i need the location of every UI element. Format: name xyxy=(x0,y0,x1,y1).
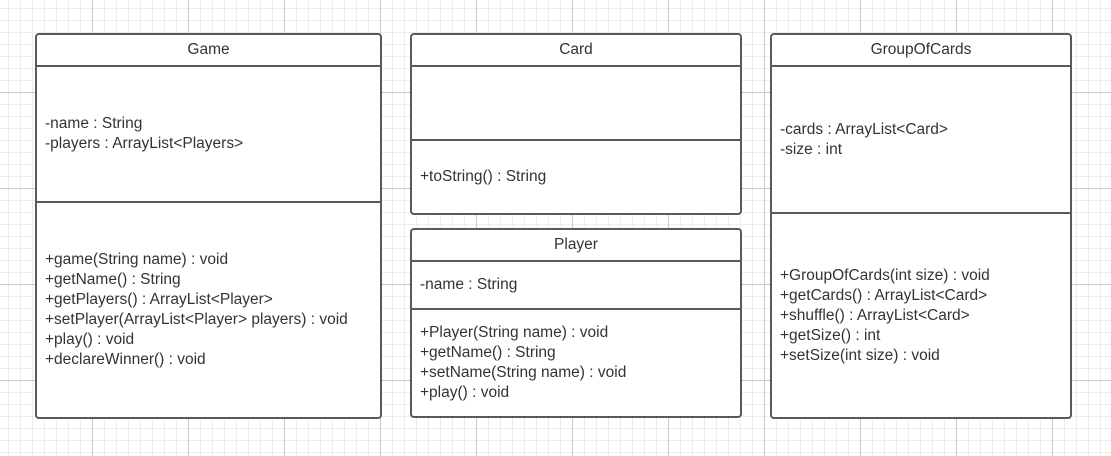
method: +getName() : String xyxy=(420,343,740,363)
class-name: Card xyxy=(412,35,740,67)
method: +GroupOfCards(int size) : void xyxy=(780,266,1070,286)
method: +shuffle() : ArrayList<Card> xyxy=(780,306,1070,326)
methods-section: +Player(String name) : void +getName() :… xyxy=(412,310,740,416)
method: +getName() : String xyxy=(45,270,380,290)
attributes-section xyxy=(412,67,740,141)
methods-section: +toString() : String xyxy=(412,141,740,213)
attributes-section: -name : String -players : ArrayList<Play… xyxy=(37,67,380,203)
attributes-section: -cards : ArrayList<Card> -size : int xyxy=(772,67,1070,214)
attribute: -name : String xyxy=(420,275,740,295)
method: +setSize(int size) : void xyxy=(780,346,1070,366)
method: +play() : void xyxy=(45,330,380,350)
method: +toString() : String xyxy=(420,167,740,187)
class-box-game[interactable]: Game -name : String -players : ArrayList… xyxy=(35,33,382,419)
method: +setPlayer(ArrayList<Player> players) : … xyxy=(45,310,380,330)
method: +getPlayers() : ArrayList<Player> xyxy=(45,290,380,310)
class-name: Player xyxy=(412,230,740,262)
attribute: -name : String xyxy=(45,114,380,134)
attribute: -cards : ArrayList<Card> xyxy=(780,120,1070,140)
method: +declareWinner() : void xyxy=(45,350,380,370)
attribute: -players : ArrayList<Players> xyxy=(45,134,380,154)
class-name: GroupOfCards xyxy=(772,35,1070,67)
class-name: Game xyxy=(37,35,380,67)
methods-section: +game(String name) : void +getName() : S… xyxy=(37,203,380,417)
method: +Player(String name) : void xyxy=(420,323,740,343)
methods-section: +GroupOfCards(int size) : void +getCards… xyxy=(772,214,1070,417)
method: +getSize() : int xyxy=(780,326,1070,346)
attribute: -size : int xyxy=(780,140,1070,160)
method: +play() : void xyxy=(420,383,740,403)
method: +setName(String name) : void xyxy=(420,363,740,383)
class-box-player[interactable]: Player -name : String +Player(String nam… xyxy=(410,228,742,418)
attributes-section: -name : String xyxy=(412,262,740,310)
class-box-groupofcards[interactable]: GroupOfCards -cards : ArrayList<Card> -s… xyxy=(770,33,1072,419)
method: +game(String name) : void xyxy=(45,250,380,270)
method: +getCards() : ArrayList<Card> xyxy=(780,286,1070,306)
class-box-card[interactable]: Card +toString() : String xyxy=(410,33,742,215)
